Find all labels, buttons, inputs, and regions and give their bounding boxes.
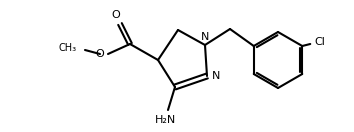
Text: N: N	[212, 71, 221, 81]
Text: CH₃: CH₃	[59, 43, 77, 53]
Text: Cl: Cl	[314, 37, 325, 47]
Text: O: O	[95, 49, 104, 59]
Text: O: O	[112, 10, 120, 20]
Text: H₂N: H₂N	[155, 115, 177, 125]
Text: N: N	[201, 32, 209, 42]
